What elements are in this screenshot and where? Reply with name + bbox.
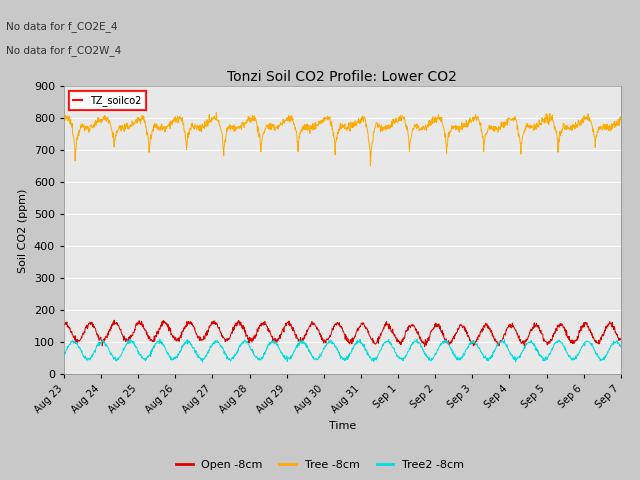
- Tree -8cm: [367, 163, 374, 169]
- Tree -8cm: [308, 124, 316, 130]
- Tree2 -8cm: [617, 344, 625, 350]
- Tree -8cm: [297, 131, 305, 136]
- Tree2 -8cm: [103, 344, 111, 349]
- Tree2 -8cm: [60, 351, 68, 357]
- Tree2 -8cm: [198, 359, 206, 365]
- Legend: TZ_soilco2: TZ_soilco2: [69, 91, 145, 110]
- Tree2 -8cm: [297, 339, 305, 345]
- Open -8cm: [617, 336, 625, 341]
- Open -8cm: [378, 331, 385, 336]
- Line: Tree -8cm: Tree -8cm: [64, 112, 621, 166]
- Text: No data for f_CO2W_4: No data for f_CO2W_4: [6, 45, 122, 56]
- Open -8cm: [308, 320, 316, 326]
- Open -8cm: [126, 336, 134, 342]
- X-axis label: Time: Time: [329, 420, 356, 431]
- Tree2 -8cm: [156, 336, 164, 342]
- Title: Tonzi Soil CO2 Profile: Lower CO2: Tonzi Soil CO2 Profile: Lower CO2: [227, 70, 458, 84]
- Tree -8cm: [212, 109, 220, 115]
- Open -8cm: [421, 344, 429, 349]
- Tree -8cm: [103, 115, 111, 121]
- Tree -8cm: [318, 120, 326, 125]
- Y-axis label: Soil CO2 (ppm): Soil CO2 (ppm): [19, 188, 28, 273]
- Tree -8cm: [60, 117, 68, 123]
- Tree2 -8cm: [319, 349, 326, 355]
- Open -8cm: [103, 335, 111, 341]
- Tree -8cm: [617, 114, 625, 120]
- Line: Tree2 -8cm: Tree2 -8cm: [64, 339, 621, 362]
- Tree -8cm: [378, 124, 385, 130]
- Tree2 -8cm: [378, 346, 385, 352]
- Tree2 -8cm: [126, 339, 134, 345]
- Open -8cm: [60, 322, 68, 328]
- Open -8cm: [110, 317, 118, 323]
- Open -8cm: [297, 335, 305, 340]
- Text: No data for f_CO2E_4: No data for f_CO2E_4: [6, 21, 118, 32]
- Open -8cm: [318, 337, 326, 343]
- Tree -8cm: [126, 125, 134, 131]
- Tree2 -8cm: [308, 354, 316, 360]
- Line: Open -8cm: Open -8cm: [64, 320, 621, 347]
- Legend: Open -8cm, Tree -8cm, Tree2 -8cm: Open -8cm, Tree -8cm, Tree2 -8cm: [172, 456, 468, 474]
